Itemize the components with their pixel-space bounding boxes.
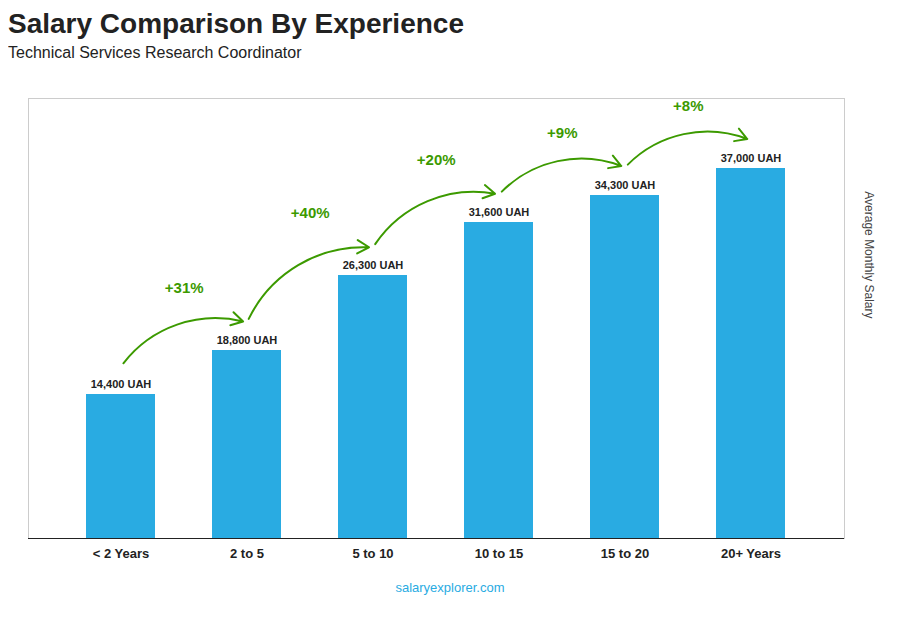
svg-text:15 to 20: 15 to 20 [601, 546, 649, 561]
svg-text:14,400 UAH: 14,400 UAH [91, 378, 152, 390]
svg-text:18,800 UAH: 18,800 UAH [217, 334, 278, 346]
svg-text:26,300 UAH: 26,300 UAH [343, 259, 404, 271]
svg-text:2 to 5: 2 to 5 [230, 546, 264, 561]
svg-text:31,600 UAH: 31,600 UAH [469, 206, 530, 218]
svg-text:+9%: +9% [547, 124, 577, 141]
svg-text:5 to 10: 5 to 10 [352, 546, 393, 561]
svg-text:Average Monthly Salary: Average Monthly Salary [862, 191, 876, 318]
html-text:Technical Services Research Co: Technical Services Research Coordinator [8, 44, 302, 61]
svg-text:20+ Years: 20+ Years [721, 546, 781, 561]
svg-text:+8%: +8% [673, 97, 703, 114]
svg-text:10 to 15: 10 to 15 [475, 546, 523, 561]
svg-text:+40%: +40% [291, 204, 330, 221]
svg-text:+20%: +20% [417, 151, 456, 168]
svg-text:37,000 UAH: 37,000 UAH [721, 152, 782, 164]
svg-text:+31%: +31% [165, 279, 204, 296]
svg-text:< 2 Years: < 2 Years [93, 546, 150, 561]
svg-text:34,300 UAH: 34,300 UAH [595, 179, 656, 191]
html-text:salaryexplorer.com: salaryexplorer.com [395, 580, 505, 595]
html-text:Salary Comparison By Experienc: Salary Comparison By Experience [8, 8, 464, 39]
